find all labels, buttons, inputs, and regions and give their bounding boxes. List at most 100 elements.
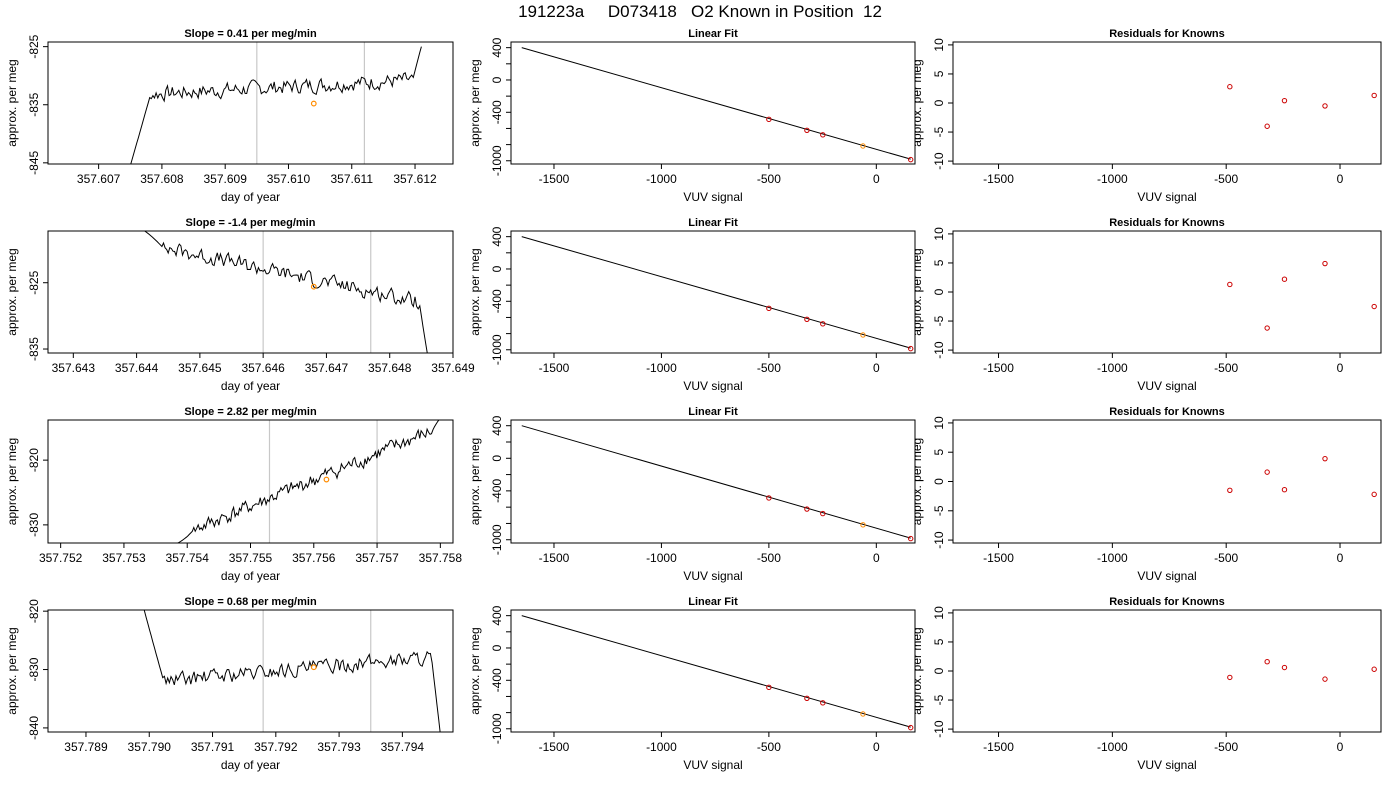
data-point: [804, 695, 810, 702]
x-tick-label: -1000: [1097, 551, 1128, 565]
y-tick-label: 0: [490, 76, 504, 83]
x-tick-label: 0: [1337, 172, 1344, 186]
data-point: [1371, 666, 1377, 672]
plot-area: [176, 420, 440, 543]
y-tick-label: -5: [932, 126, 946, 137]
y-tick-label: 0: [932, 99, 946, 106]
x-tick-label: 357.756: [292, 551, 336, 565]
x-tick-label: 357.643: [52, 361, 96, 375]
plot-area: [521, 425, 914, 542]
data-point: [1371, 303, 1377, 310]
plot-frame: [47, 41, 454, 165]
x-tick-label: -1500: [539, 551, 570, 565]
x-tick-label: 357.646: [241, 361, 285, 375]
x-tick-label: -1500: [539, 361, 570, 375]
plot-area: [521, 236, 914, 352]
y-axis-label: approx. per meg: [5, 248, 19, 335]
y-tick-label: 400: [490, 226, 504, 246]
plot-area: [130, 42, 422, 164]
y-tick-label: 400: [490, 605, 504, 625]
data-point: [1371, 491, 1377, 498]
y-axis-label: approx. per meg: [910, 59, 924, 146]
x-tick-label: 357.753: [102, 551, 146, 565]
y-tick-label: -825: [27, 34, 41, 58]
x-tick-label: 357.794: [381, 740, 425, 754]
y-axis-label: approx. per meg: [5, 438, 19, 525]
x-tick-label: 357.647: [305, 361, 349, 375]
y-axis-label: approx. per meg: [468, 438, 482, 525]
y-tick-label: -820: [27, 599, 41, 623]
y-tick-label: -10: [932, 152, 946, 170]
x-axis-label: VUV signal: [1137, 758, 1196, 772]
panel-title: Linear Fit: [688, 596, 738, 608]
y-tick-label: 5: [932, 70, 946, 77]
data-point: [1281, 487, 1288, 493]
data-point: [820, 132, 826, 138]
x-tick-label: 357.755: [229, 551, 273, 565]
y-axis-label: approx. per meg: [468, 627, 482, 714]
data-point: [1281, 664, 1288, 671]
data-point: [1264, 659, 1270, 665]
plot-area: [521, 615, 914, 731]
fit-line: [521, 615, 911, 728]
data-point: [860, 332, 866, 338]
x-tick-label: 357.757: [355, 551, 399, 565]
panel-title: Linear Fit: [688, 217, 738, 229]
marker-point: [310, 664, 317, 671]
x-tick-label: 357.792: [254, 740, 298, 754]
y-axis-label: approx. per meg: [468, 59, 482, 146]
x-tick-label: -1500: [983, 361, 1014, 375]
marker-point: [310, 283, 317, 290]
x-tick-label: 0: [873, 740, 880, 754]
data-point: [804, 127, 810, 134]
x-tick-label: -1500: [983, 740, 1014, 754]
x-tick-label: 357.610: [267, 172, 311, 186]
data-point: [1371, 92, 1377, 99]
x-tick-label: -1000: [646, 551, 677, 565]
y-axis-label: approx. per meg: [468, 248, 482, 335]
plot-frame: [47, 609, 454, 733]
panel-title: Slope = -1.4 per meg/min: [186, 217, 316, 229]
data-point: [804, 316, 810, 323]
y-tick-label: -400: [490, 668, 504, 692]
y-axis-label: approx. per meg: [5, 59, 19, 146]
x-tick-label: 357.790: [128, 740, 172, 754]
x-tick-label: -1000: [1097, 361, 1128, 375]
y-axis-label: approx. per meg: [5, 627, 19, 714]
marker-point: [323, 476, 330, 483]
y-tick-label: 5: [932, 638, 946, 645]
x-tick-label: 357.644: [115, 361, 159, 375]
x-tick-label: -1000: [646, 740, 677, 754]
y-tick-label: -10: [932, 531, 946, 549]
x-tick-label: -500: [757, 551, 781, 565]
x-tick-label: 357.645: [178, 361, 222, 375]
plot-frame: [952, 41, 1382, 165]
x-tick-label: -500: [1214, 551, 1238, 565]
x-axis-label: VUV signal: [683, 569, 742, 583]
y-tick-label: -830: [27, 657, 41, 681]
x-axis-label: VUV signal: [683, 190, 742, 204]
x-tick-label: -1000: [1097, 172, 1128, 186]
panel-title: Residuals for Knowns: [1109, 217, 1225, 229]
y-tick-label: 10: [932, 38, 946, 52]
data-point: [766, 305, 772, 312]
y-tick-label: 5: [932, 449, 946, 456]
data-point: [1322, 676, 1328, 682]
data-point: [908, 345, 914, 352]
x-tick-label: 357.793: [317, 740, 361, 754]
data-point: [860, 711, 866, 717]
plot-area: [1227, 260, 1377, 331]
data-point: [1322, 455, 1328, 462]
data-point: [766, 495, 772, 501]
fit-line: [521, 236, 911, 349]
y-tick-label: -820: [27, 448, 41, 472]
x-tick-label: -1000: [646, 361, 677, 375]
data-point: [1281, 276, 1288, 282]
y-tick-label: -1000: [490, 334, 504, 365]
x-tick-label: 357.612: [393, 172, 437, 186]
data-point: [908, 535, 914, 542]
x-axis-label: VUV signal: [683, 758, 742, 772]
x-tick-label: 0: [1337, 740, 1344, 754]
plot-frame: [952, 230, 1382, 354]
plot-frame: [952, 609, 1382, 733]
